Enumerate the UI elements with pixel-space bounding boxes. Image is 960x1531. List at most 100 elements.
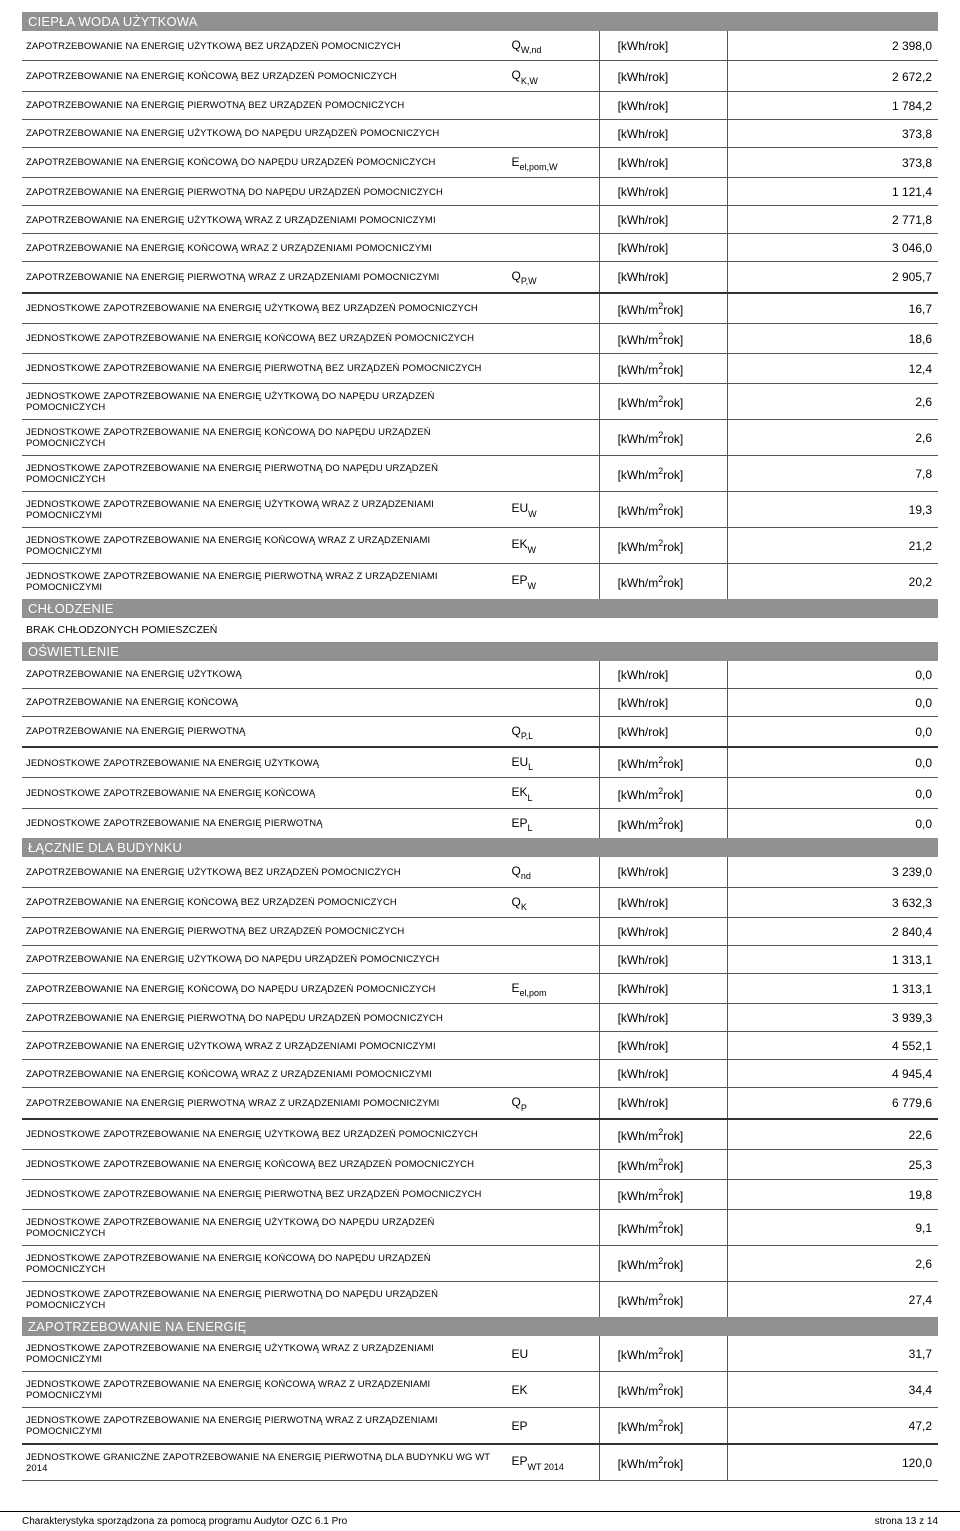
row-unit: [kWh/rok] [599, 147, 727, 177]
row-unit: [kWh/m2rok] [599, 747, 727, 778]
row-label: JEDNOSTKOWE ZAPOTRZEBOWANIE NA ENERGIĘ U… [22, 1209, 507, 1245]
table-row: ZAPOTRZEBOWANIE NA ENERGIĘ KOŃCOWĄ DO NA… [22, 147, 938, 177]
row-symbol: QK,W [507, 61, 599, 91]
row-unit: [kWh/m2rok] [599, 1209, 727, 1245]
row-label: JEDNOSTKOWE ZAPOTRZEBOWANIE NA ENERGIĘ P… [22, 1407, 507, 1444]
section-header-lighting: OŚWIETLENIE [22, 642, 938, 661]
table-row: ZAPOTRZEBOWANIE NA ENERGIĘ PIERWOTNĄ BEZ… [22, 91, 938, 119]
row-label: ZAPOTRZEBOWANIE NA ENERGIĘ UŻYTKOWĄ WRAZ… [22, 1032, 507, 1060]
row-unit: [kWh/rok] [599, 716, 727, 747]
section-header-energy-demand: ZAPOTRZEBOWANIE NA ENERGIĘ [22, 1317, 938, 1336]
row-unit: [kWh/m2rok] [599, 455, 727, 491]
row-value: 19,8 [727, 1179, 938, 1209]
table-row: ZAPOTRZEBOWANIE NA ENERGIĘ PIERWOTNĄ WRA… [22, 262, 938, 293]
table-row: JEDNOSTKOWE ZAPOTRZEBOWANIE NA ENERGIĘ K… [22, 1149, 938, 1179]
row-label: JEDNOSTKOWE ZAPOTRZEBOWANIE NA ENERGIĘ K… [22, 1371, 507, 1407]
row-label: ZAPOTRZEBOWANIE NA ENERGIĘ KOŃCOWĄ DO NA… [22, 973, 507, 1003]
table-row: JEDNOSTKOWE ZAPOTRZEBOWANIE NA ENERGIĘ U… [22, 383, 938, 419]
report-page: CIEPŁA WODA UŻYTKOWA ZAPOTRZEBOWANIE NA … [0, 0, 960, 1481]
row-label: JEDNOSTKOWE GRANICZNE ZAPOTRZEBOWANIE NA… [22, 1444, 507, 1481]
row-unit: [kWh/rok] [599, 61, 727, 91]
row-unit: [kWh/rok] [599, 1032, 727, 1060]
table-row: ZAPOTRZEBOWANIE NA ENERGIĘ KOŃCOWĄ BEZ U… [22, 887, 938, 917]
row-label: ZAPOTRZEBOWANIE NA ENERGIĘ UŻYTKOWĄ DO N… [22, 945, 507, 973]
section-header-cooling: CHŁODZENIE [22, 599, 938, 618]
row-symbol [507, 1060, 599, 1088]
row-value: 12,4 [727, 353, 938, 383]
row-symbol [507, 661, 599, 689]
row-symbol [507, 91, 599, 119]
row-value: 2 840,4 [727, 917, 938, 945]
row-unit: [kWh/m2rok] [599, 1407, 727, 1444]
row-value: 0,0 [727, 747, 938, 778]
row-unit: [kWh/m2rok] [599, 1119, 727, 1150]
table-row: JEDNOSTKOWE ZAPOTRZEBOWANIE NA ENERGIĘ P… [22, 1407, 938, 1444]
row-symbol [507, 1032, 599, 1060]
row-label: JEDNOSTKOWE ZAPOTRZEBOWANIE NA ENERGIĘ U… [22, 1119, 507, 1150]
row-value: 2 771,8 [727, 206, 938, 234]
row-value: 2 672,2 [727, 61, 938, 91]
row-value: 6 779,6 [727, 1088, 938, 1119]
row-value: 4 945,4 [727, 1060, 938, 1088]
table-row: JEDNOSTKOWE ZAPOTRZEBOWANIE NA ENERGIĘ K… [22, 1245, 938, 1281]
table-row: ZAPOTRZEBOWANIE NA ENERGIĘ UŻYTKOWĄ WRAZ… [22, 1032, 938, 1060]
table-row: ZAPOTRZEBOWANIE NA ENERGIĘ PIERWOTNĄ BEZ… [22, 917, 938, 945]
table-row: ZAPOTRZEBOWANIE NA ENERGIĘ KOŃCOWĄ DO NA… [22, 973, 938, 1003]
row-label: ZAPOTRZEBOWANIE NA ENERGIĘ KOŃCOWĄ BEZ U… [22, 61, 507, 91]
row-label: JEDNOSTKOWE ZAPOTRZEBOWANIE NA ENERGIĘ P… [22, 353, 507, 383]
row-symbol: EU [507, 1336, 599, 1372]
row-value: 1 784,2 [727, 91, 938, 119]
footer-right: strona 13 z 14 [875, 1516, 938, 1527]
row-symbol [507, 945, 599, 973]
table-row: ZAPOTRZEBOWANIE NA ENERGIĘ KOŃCOWĄ WRAZ … [22, 1060, 938, 1088]
table-lighting: ZAPOTRZEBOWANIE NA ENERGIĘ UŻYTKOWĄ [kWh/… [22, 661, 938, 839]
row-unit: [kWh/m2rok] [599, 1149, 727, 1179]
row-value: 3 239,0 [727, 857, 938, 887]
row-unit: [kWh/m2rok] [599, 1336, 727, 1372]
row-symbol: QK [507, 887, 599, 917]
table-row: ZAPOTRZEBOWANIE NA ENERGIĘ PIERWOTNĄ DO … [22, 178, 938, 206]
table-row: JEDNOSTKOWE ZAPOTRZEBOWANIE NA ENERGIĘ P… [22, 455, 938, 491]
row-unit: [kWh/m2rok] [599, 383, 727, 419]
row-value: 25,3 [727, 1149, 938, 1179]
cooling-note: BRAK CHŁODZONYCH POMIESZCZEŃ [22, 618, 938, 642]
row-label: ZAPOTRZEBOWANIE NA ENERGIĘ PIERWOTNĄ DO … [22, 1004, 507, 1032]
row-symbol [507, 1245, 599, 1281]
row-value: 18,6 [727, 323, 938, 353]
row-label: ZAPOTRZEBOWANIE NA ENERGIĘ PIERWOTNĄ WRA… [22, 262, 507, 293]
row-symbol [507, 293, 599, 324]
row-label: ZAPOTRZEBOWANIE NA ENERGIĘ KOŃCOWĄ DO NA… [22, 147, 507, 177]
row-label: JEDNOSTKOWE ZAPOTRZEBOWANIE NA ENERGIĘ U… [22, 1336, 507, 1372]
table-row: JEDNOSTKOWE ZAPOTRZEBOWANIE NA ENERGIĘ U… [22, 293, 938, 324]
row-label: JEDNOSTKOWE ZAPOTRZEBOWANIE NA ENERGIĘ P… [22, 1179, 507, 1209]
row-symbol [507, 1209, 599, 1245]
row-unit: [kWh/rok] [599, 857, 727, 887]
row-label: ZAPOTRZEBOWANIE NA ENERGIĘ UŻYTKOWĄ BEZ … [22, 31, 507, 61]
row-unit: [kWh/m2rok] [599, 1245, 727, 1281]
table-building-total: ZAPOTRZEBOWANIE NA ENERGIĘ UŻYTKOWĄ BEZ … [22, 857, 938, 1317]
row-symbol: QP [507, 1088, 599, 1119]
row-unit: [kWh/m2rok] [599, 527, 727, 563]
table-row: JEDNOSTKOWE ZAPOTRZEBOWANIE NA ENERGIĘ U… [22, 1209, 938, 1245]
row-value: 31,7 [727, 1336, 938, 1372]
row-value: 21,2 [727, 527, 938, 563]
row-label: ZAPOTRZEBOWANIE NA ENERGIĘ PIERWOTNĄ WRA… [22, 1088, 507, 1119]
table-row: JEDNOSTKOWE GRANICZNE ZAPOTRZEBOWANIE NA… [22, 1444, 938, 1481]
page-footer: Charakterystyka sporządzona za pomocą pr… [0, 1511, 960, 1531]
row-label: ZAPOTRZEBOWANIE NA ENERGIĘ PIERWOTNĄ DO … [22, 178, 507, 206]
row-value: 1 121,4 [727, 178, 938, 206]
table-row: ZAPOTRZEBOWANIE NA ENERGIĘ PIERWOTNĄ WRA… [22, 1088, 938, 1119]
row-value: 9,1 [727, 1209, 938, 1245]
table-row: JEDNOSTKOWE ZAPOTRZEBOWANIE NA ENERGIĘ P… [22, 808, 938, 838]
row-symbol [507, 419, 599, 455]
row-label: JEDNOSTKOWE ZAPOTRZEBOWANIE NA ENERGIĘ K… [22, 527, 507, 563]
row-label: ZAPOTRZEBOWANIE NA ENERGIĘ PIERWOTNĄ BEZ… [22, 917, 507, 945]
row-unit: [kWh/m2rok] [599, 1179, 727, 1209]
table-row: ZAPOTRZEBOWANIE NA ENERGIĘ KOŃCOWĄ BEZ U… [22, 61, 938, 91]
row-value: 4 552,1 [727, 1032, 938, 1060]
row-value: 373,8 [727, 147, 938, 177]
row-label: ZAPOTRZEBOWANIE NA ENERGIĘ UŻYTKOWĄ [22, 661, 507, 689]
table-row: JEDNOSTKOWE ZAPOTRZEBOWANIE NA ENERGIĘ U… [22, 1119, 938, 1150]
row-value: 2,6 [727, 419, 938, 455]
row-unit: [kWh/m2rok] [599, 1371, 727, 1407]
